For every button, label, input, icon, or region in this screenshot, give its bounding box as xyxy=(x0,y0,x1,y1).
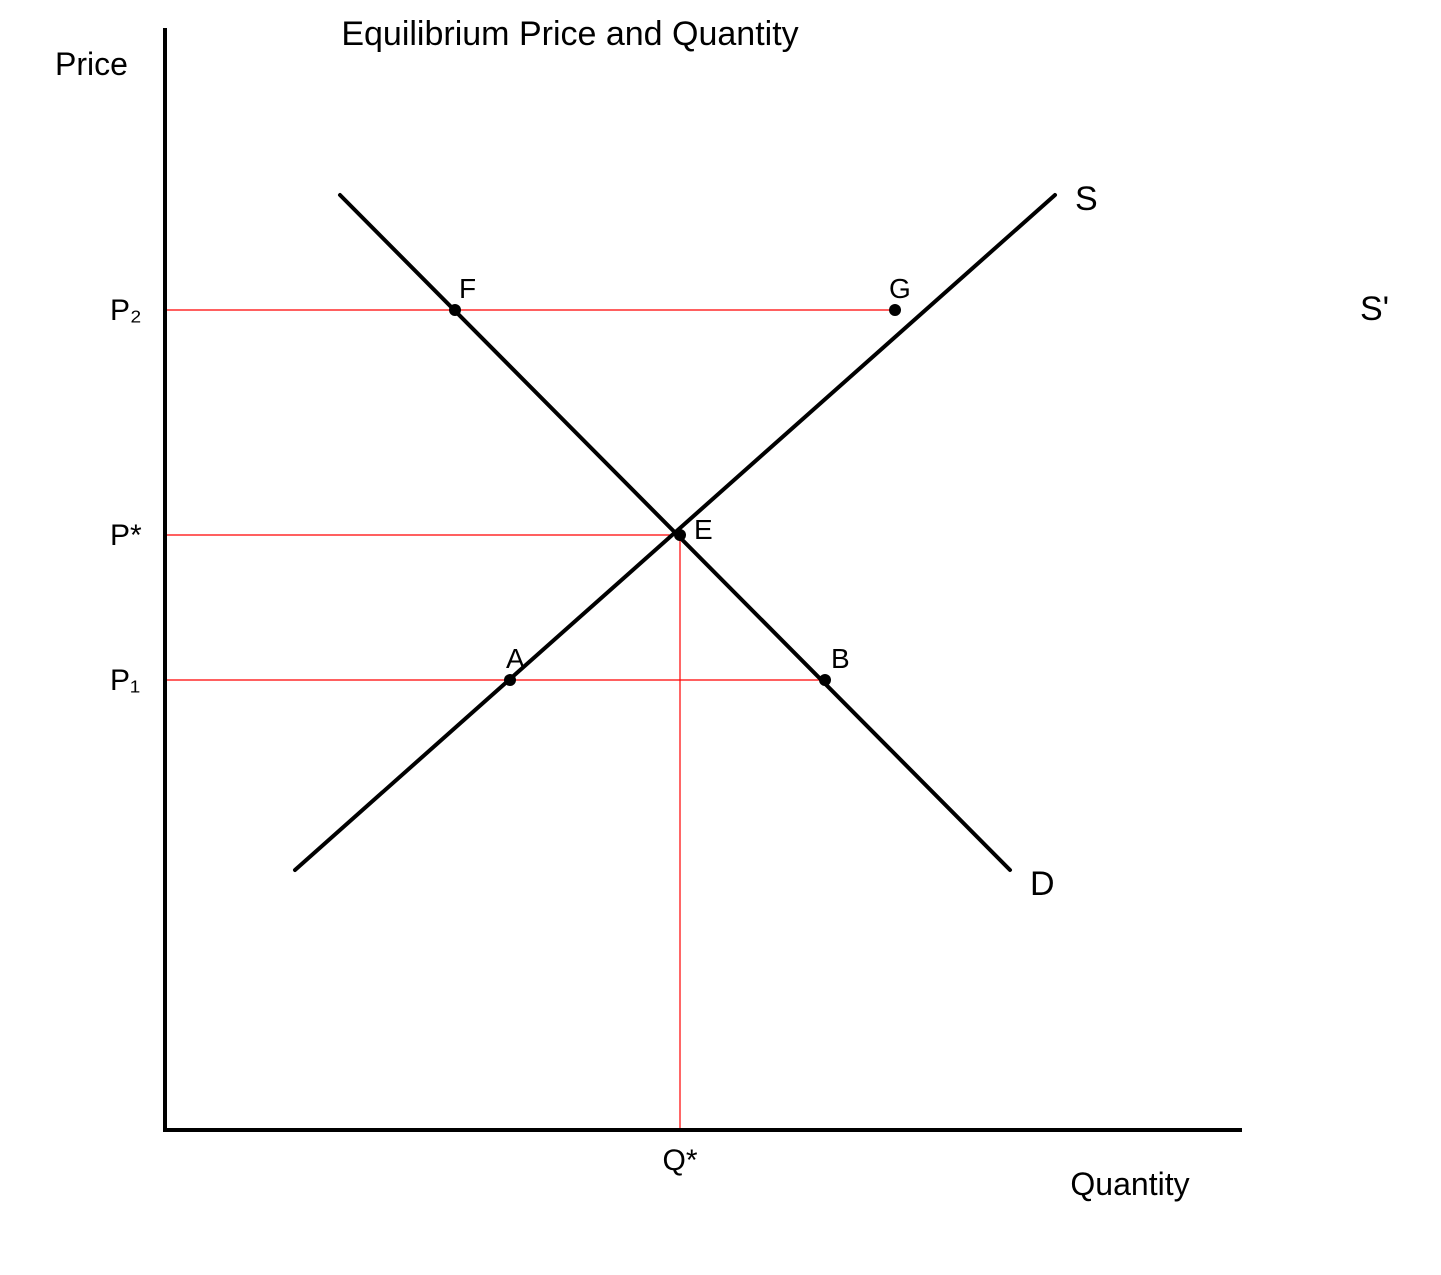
y-tick-p2: P₂ xyxy=(110,294,142,327)
point-label-a: A xyxy=(506,643,525,674)
point-b xyxy=(819,674,831,686)
y-tick-pstar: P* xyxy=(110,519,142,552)
supply-demand-chart: F G E A B D S S' P₂ P* P₁ Q* Price Quantity Equilibriu… xyxy=(0,0,1441,1275)
point-label-f: F xyxy=(459,273,476,304)
x-tick-qstar: Q* xyxy=(662,1144,697,1177)
demand-curve-label: D xyxy=(1030,865,1055,903)
supply-shift-label: S' xyxy=(1360,290,1389,328)
y-tick-p1: P₁ xyxy=(110,664,140,697)
x-axis-label: Quantity xyxy=(1070,1166,1189,1202)
supply-curve-label: S xyxy=(1075,180,1098,218)
point-label-b: B xyxy=(831,643,850,674)
point-g xyxy=(889,304,901,316)
point-e xyxy=(674,529,686,541)
point-a xyxy=(504,674,516,686)
chart-title: Equilibrium Price and Quantity xyxy=(341,15,798,53)
point-label-g: G xyxy=(889,273,911,304)
point-label-e: E xyxy=(694,514,713,545)
chart-background xyxy=(0,0,1441,1275)
y-axis-label: Price xyxy=(55,46,128,82)
point-f xyxy=(449,304,461,316)
